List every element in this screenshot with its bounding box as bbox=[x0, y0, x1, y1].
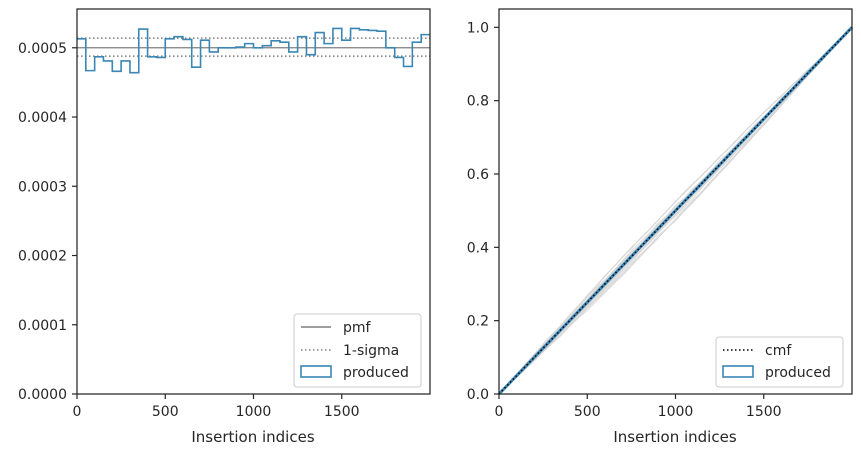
left-legend-produced-label: produced bbox=[343, 365, 409, 381]
right-y-tick-label: 0.4 bbox=[467, 240, 489, 256]
right-legend-cmf-label: cmf bbox=[765, 343, 792, 359]
right-x-tick-label: 1000 bbox=[658, 404, 694, 420]
right-y-tick-label: 0.6 bbox=[467, 167, 489, 183]
right-x-tick-label: 500 bbox=[574, 404, 601, 420]
right-x-tick-label: 0 bbox=[495, 404, 504, 420]
left-y-tick-label: 0.0002 bbox=[18, 249, 67, 265]
right-y-tick-label: 0.8 bbox=[467, 94, 489, 110]
left-y-tick-label: 0.0001 bbox=[18, 318, 67, 334]
left-y-tick-label: 0.0005 bbox=[18, 41, 67, 57]
right-legend-produced-label: produced bbox=[765, 365, 831, 381]
left-x-axis-label: Insertion indices bbox=[191, 428, 314, 446]
left-x-tick-label: 1500 bbox=[324, 404, 360, 420]
right-x-tick-label: 1500 bbox=[746, 404, 782, 420]
left-legend: pmf 1-sigma produced bbox=[293, 313, 422, 388]
left-x-tick-label: 0 bbox=[73, 404, 82, 420]
right-cmf-line bbox=[498, 26, 853, 395]
right-legend-produced-swatch bbox=[722, 365, 754, 378]
left-y-ticks: 0.0000 0.0001 0.0002 0.0003 0.0004 0.0005 bbox=[18, 41, 77, 403]
right-y-tick-label: 0.0 bbox=[467, 387, 489, 403]
right-x-ticks: 0 500 1000 1500 bbox=[495, 394, 782, 420]
background-curve bbox=[498, 26, 853, 395]
left-legend-produced-swatch bbox=[300, 365, 332, 378]
right-y-tick-label: 1.0 bbox=[467, 20, 489, 36]
right-x-axis-label: Insertion indices bbox=[613, 428, 736, 446]
left-x-tick-label: 500 bbox=[152, 404, 179, 420]
right-panel: 0 500 1000 1500 0.0 0.2 0.4 0.6 0.8 1.0 Insertio… bbox=[467, 8, 854, 446]
left-legend-box bbox=[293, 313, 422, 388]
right-y-tick-label: 0.2 bbox=[467, 314, 489, 330]
right-y-ticks: 0.0 0.2 0.4 0.6 0.8 1.0 bbox=[467, 20, 499, 403]
left-y-tick-label: 0.0003 bbox=[18, 179, 67, 195]
left-x-ticks: 0 500 1000 1500 bbox=[73, 394, 360, 420]
left-sigma-lines bbox=[77, 37, 430, 57]
left-y-tick-label: 0.0004 bbox=[18, 110, 67, 126]
right-legend: cmf produced bbox=[715, 336, 844, 388]
left-x-tick-label: 1000 bbox=[236, 404, 272, 420]
left-legend-pmf-label: pmf bbox=[343, 320, 372, 336]
left-legend-sigma-label: 1-sigma bbox=[343, 343, 399, 359]
background-curve bbox=[498, 26, 853, 395]
left-panel: 0 500 1000 1500 0.00000.00010.00020.00030.0… bbox=[18, 8, 431, 446]
left-produced-step bbox=[77, 27, 430, 74]
left-y-tick-label: 0.0000 bbox=[18, 387, 67, 403]
